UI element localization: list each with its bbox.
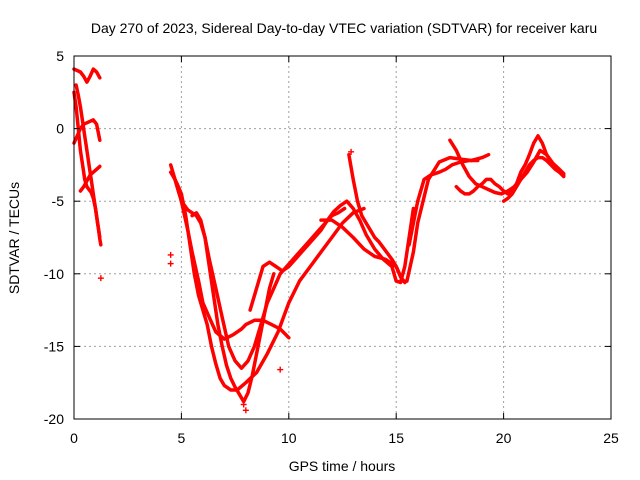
data-traces	[72, 67, 566, 404]
data-series-arc-7	[171, 173, 366, 392]
y-tick-label: 0	[56, 121, 64, 137]
y-tick-labels: -20 -15 -10 -5 0 5	[44, 48, 64, 427]
data-series-arc-16	[501, 155, 566, 203]
data-point	[242, 407, 249, 414]
data-series-arc-2	[72, 67, 102, 84]
x-tick-label: 10	[281, 430, 297, 446]
data-series-arc-9	[190, 211, 276, 404]
data-series-arc-5	[74, 83, 102, 240]
x-tick-label: 0	[70, 430, 78, 446]
y-tick-label: -15	[44, 338, 64, 354]
y-tick-label: 5	[56, 48, 64, 64]
data-series-arc-12	[347, 152, 407, 285]
y-axis-label: SDTVAR / TECUs	[6, 182, 22, 294]
chart-title: Day 270 of 2023, Sidereal Day-to-day VTE…	[91, 20, 597, 36]
x-tick-label: 25	[603, 430, 619, 446]
data-series-arc-10	[248, 199, 416, 312]
data-point	[277, 366, 284, 373]
y-tick-label: -10	[44, 266, 64, 282]
grid-lines	[74, 56, 611, 419]
x-tick-label: 20	[496, 430, 512, 446]
data-point	[167, 251, 174, 258]
data-series-arc-3	[72, 118, 102, 145]
data-point	[348, 148, 355, 155]
data-series-arc-6	[168, 170, 291, 341]
x-tick-label: 5	[178, 430, 186, 446]
y-tick-label: -20	[44, 411, 64, 427]
axis-ticks	[73, 55, 612, 420]
data-series-arc-14	[448, 138, 566, 196]
x-tick-labels: 0 5 10 15 20 25	[70, 430, 619, 446]
x-axis-label: GPS time / hours	[289, 458, 396, 474]
data-point	[240, 401, 247, 408]
scattered-points	[97, 148, 355, 414]
data-point	[97, 275, 104, 282]
data-series-arc-15	[454, 134, 566, 196]
x-tick-label: 15	[388, 430, 404, 446]
data-point	[167, 260, 174, 267]
plot-frame	[73, 55, 612, 420]
data-series-arc-13	[407, 158, 480, 247]
y-tick-label: -5	[52, 193, 65, 209]
